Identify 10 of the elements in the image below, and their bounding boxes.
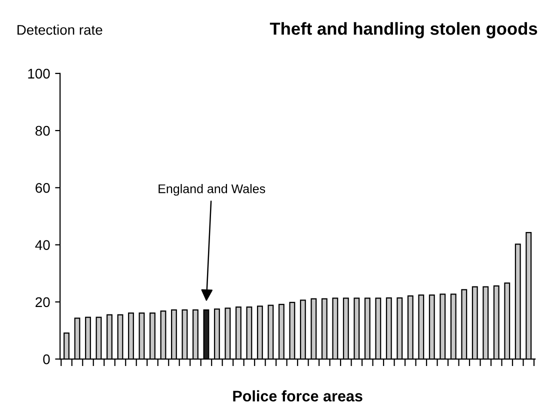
annotation: England and Wales — [158, 184, 266, 196]
y-tick-label: 0 — [43, 354, 50, 364]
y-tick-label: 80 — [35, 126, 50, 136]
y-tick-label: 20 — [36, 297, 50, 308]
x-axis-title: Police force areas — [233, 390, 362, 402]
y-tick-label: 100 — [28, 68, 50, 79]
chart-title: Theft and handling stolen goods — [270, 22, 538, 38]
y-tick-label: 40 — [35, 240, 50, 250]
y-tick-label: 60 — [36, 183, 50, 193]
y-axis-title: Detection rate — [18, 24, 102, 35]
